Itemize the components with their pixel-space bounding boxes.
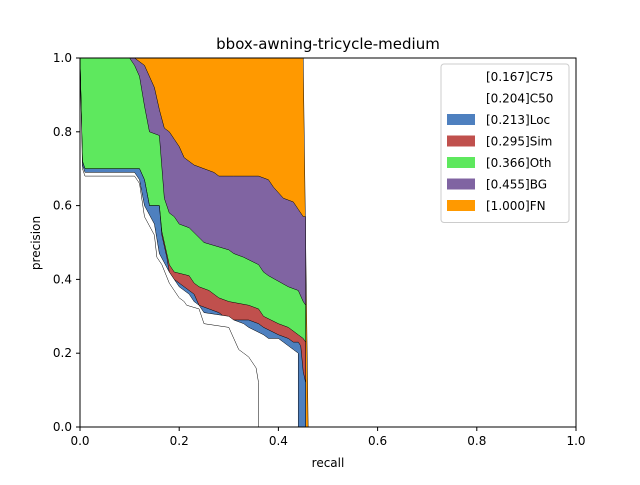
y-tick-label: 0.8 [53, 125, 72, 139]
area-c75 [79, 57, 259, 428]
y-tick-label: 0.4 [53, 272, 72, 286]
legend-swatch-loc [447, 114, 475, 125]
y-tick-label: 0.2 [53, 346, 72, 360]
x-axis-label: recall [312, 456, 345, 470]
legend-label-bg: [0.455]BG [486, 178, 547, 192]
legend-label-oth: [0.366]Oth [486, 156, 551, 170]
chart-title: bbox-awning-tricycle-medium [216, 35, 440, 53]
x-tick-label: 0.6 [368, 434, 387, 448]
legend-swatch-fn [447, 200, 475, 211]
legend-label-c75: [0.167]C75 [486, 70, 553, 84]
legend-swatch-c75 [447, 71, 475, 82]
legend-label-sim: [0.295]Sim [486, 135, 552, 149]
legend-label-c50: [0.204]C50 [486, 92, 553, 106]
axes: 0.0 0.2 0.4 0.6 0.8 1.0 0.0 0.2 0.4 0.6 0.8 1.0 [53, 51, 586, 448]
plot-area [79, 57, 577, 428]
y-tick-label: 0.6 [53, 199, 72, 213]
legend-swatch-bg [447, 178, 475, 190]
legend-swatch-c50 [447, 92, 475, 104]
x-tick-label: 0.2 [170, 434, 189, 448]
legend-swatch-sim [447, 135, 475, 147]
x-tick-label: 0.0 [70, 434, 89, 448]
legend-swatch-oth [447, 157, 475, 168]
plot-frame [79, 57, 577, 428]
x-tick-label: 0.8 [467, 434, 486, 448]
legend: [0.167]C75 [0.204]C50 [0.213]Loc [0.295]Sim… [440, 63, 570, 223]
legend-label-loc: [0.213]Loc [486, 113, 550, 127]
y-tick-label: 0.0 [53, 420, 72, 434]
y-tick-label: 1.0 [53, 51, 72, 65]
y-axis-label: precision [29, 216, 43, 270]
legend-label-fn: [1.000]FN [486, 199, 546, 213]
x-tick-label: 1.0 [566, 434, 585, 448]
x-tick-label: 0.4 [269, 434, 288, 448]
